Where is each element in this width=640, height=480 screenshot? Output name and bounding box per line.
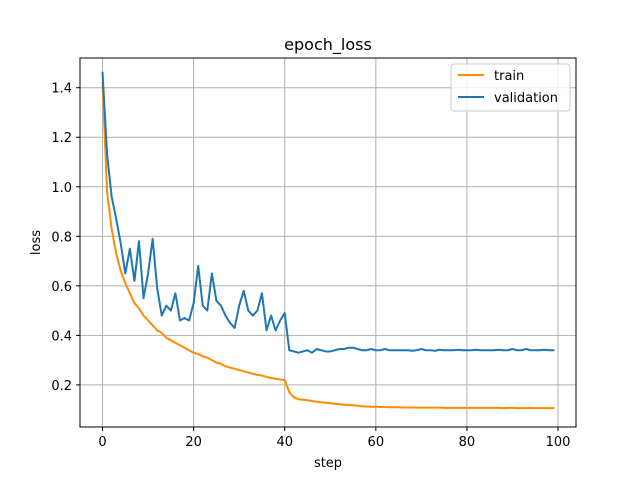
y-tick-label: 0.8 bbox=[51, 230, 72, 245]
legend-label-train: train bbox=[494, 69, 524, 84]
y-tick-label: 0.4 bbox=[51, 329, 72, 344]
x-tick-label: 40 bbox=[276, 435, 293, 450]
x-tick-label: 20 bbox=[185, 435, 202, 450]
plot-frame bbox=[79, 57, 577, 428]
series-line-validation bbox=[101, 71, 555, 354]
series-layer bbox=[101, 71, 555, 410]
series-line-train bbox=[101, 81, 555, 410]
x-tick-label: 60 bbox=[368, 435, 385, 450]
tick-layer: 0 20 40 60 80 100 0.2 0.4 0.6 0.8 1.0 1.2 1.4 bbox=[51, 82, 570, 450]
y-tick-label: 1.2 bbox=[51, 131, 72, 146]
grid-layer bbox=[80, 58, 576, 427]
x-tick-label: 100 bbox=[546, 435, 571, 450]
y-tick-label: 1.0 bbox=[51, 181, 72, 196]
chart-title: epoch_loss bbox=[284, 35, 372, 55]
legend-label-validation: validation bbox=[494, 91, 558, 106]
x-tick-label: 0 bbox=[98, 435, 106, 450]
y-tick-label: 0.2 bbox=[51, 379, 72, 394]
x-tick-label: 80 bbox=[459, 435, 476, 450]
y-tick-label: 0.6 bbox=[51, 280, 72, 295]
y-axis-label: loss bbox=[29, 230, 44, 255]
legend: train validation bbox=[450, 63, 571, 112]
x-axis-label: step bbox=[314, 456, 342, 471]
y-tick-label: 1.4 bbox=[51, 82, 72, 97]
